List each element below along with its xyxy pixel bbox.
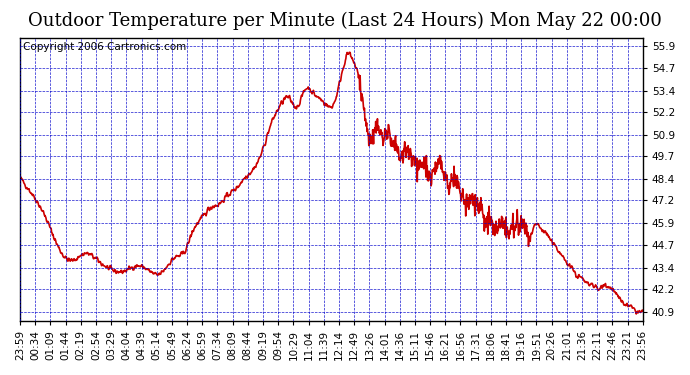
Text: Copyright 2006 Cartronics.com: Copyright 2006 Cartronics.com [23,42,186,52]
Text: Outdoor Temperature per Minute (Last 24 Hours) Mon May 22 00:00: Outdoor Temperature per Minute (Last 24 … [28,11,662,30]
